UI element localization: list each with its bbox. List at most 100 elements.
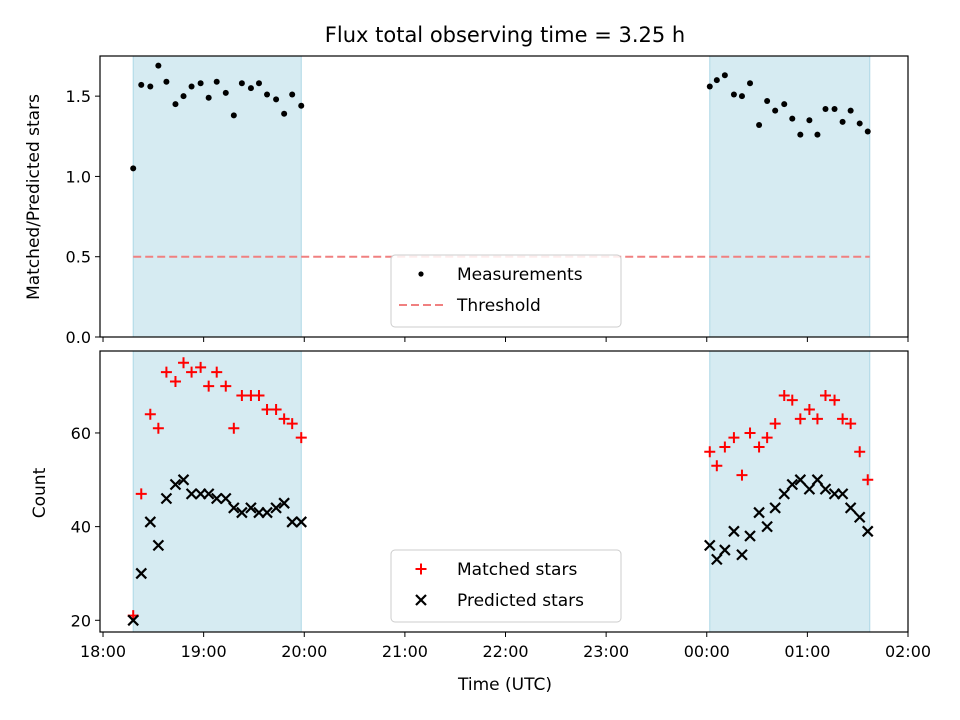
data-point (210, 492, 223, 505)
bottom-panel: 20 40 60 18:00 19:00 20:00 21:00 22:00 23:00 00:0… (71, 350, 931, 661)
data-point (836, 488, 849, 500)
data-point (829, 394, 841, 406)
x-tick-label: 18:00 (80, 642, 126, 661)
x-tick-label: 22:00 (482, 642, 528, 661)
data-point (222, 89, 229, 96)
top-panel: 0.0 0.5 1.0 1.5 Measurements Threshold (66, 55, 909, 347)
data-point (803, 404, 815, 416)
data-point (744, 427, 756, 439)
data-point (797, 131, 804, 138)
axes-frame (99, 350, 909, 633)
x-tick-label: 19:00 (181, 642, 227, 661)
data-point (711, 460, 723, 472)
data-point (853, 511, 866, 524)
data-point (286, 516, 298, 528)
data-point (736, 469, 748, 481)
data-point (744, 530, 756, 542)
data-point (711, 553, 723, 566)
x-tick-label: 00:00 (684, 642, 730, 661)
data-point (298, 102, 305, 109)
legend: Measurements Threshold (390, 254, 622, 328)
data-point (177, 474, 190, 486)
data-point (273, 96, 280, 103)
data-point (245, 502, 257, 514)
legend-marker (415, 594, 427, 606)
data-point (781, 101, 788, 108)
y-tick-label: 60 (71, 424, 91, 443)
data-point (295, 432, 307, 444)
legend-label: Threshold (456, 296, 541, 316)
data-point (160, 366, 172, 378)
data-point (811, 413, 823, 425)
chart-title: Flux total observing time = 3.25 h (325, 23, 685, 47)
data-point (861, 525, 874, 538)
data-point (236, 506, 248, 519)
data-point (147, 83, 154, 90)
data-point (178, 357, 190, 369)
data-point (721, 72, 728, 79)
xlabel: Time (UTC) (457, 675, 552, 695)
data-point (854, 446, 866, 458)
data-point (837, 413, 849, 425)
data-point (228, 422, 240, 434)
data-point (286, 418, 298, 430)
bottom-ylabel: Count (30, 467, 50, 518)
data-point (789, 115, 796, 122)
data-point (864, 128, 871, 135)
data-point (736, 548, 748, 561)
data-point (202, 488, 215, 500)
data-point (152, 539, 165, 552)
y-tick-label: 1.5 (66, 87, 91, 106)
data-point (814, 131, 821, 138)
y-tick-label: 20 (71, 611, 91, 630)
data-point (756, 122, 763, 129)
y-tick-label: 1.0 (66, 167, 91, 186)
data-point (186, 366, 198, 378)
legend-label: Matched stars (457, 560, 577, 580)
legend-marker (415, 563, 427, 575)
data-point (778, 389, 790, 401)
data-point (747, 80, 754, 87)
data-point (180, 93, 187, 100)
data-point (155, 62, 162, 69)
data-point (728, 432, 740, 444)
data-point (845, 418, 857, 430)
data-point (278, 413, 290, 425)
observing-window (132, 55, 302, 338)
data-point (195, 361, 207, 373)
x-tick-label: 20:00 (281, 642, 327, 661)
data-point (152, 422, 164, 434)
data-point (213, 78, 220, 85)
data-point (253, 389, 265, 401)
data-point (172, 101, 179, 108)
data-point (144, 516, 157, 528)
observing-window (709, 55, 871, 338)
legend-label: Measurements (457, 265, 583, 285)
data-point (703, 539, 716, 552)
data-point (753, 441, 765, 453)
x-tick-label: 23:00 (583, 642, 629, 661)
data-point (822, 105, 829, 112)
data-point (786, 478, 799, 491)
data-point (295, 516, 308, 528)
data-point (230, 112, 237, 119)
data-point (228, 502, 240, 514)
data-point (169, 375, 181, 387)
legend-box (390, 254, 622, 328)
data-point (289, 91, 296, 98)
data-point (130, 165, 137, 172)
data-point (220, 492, 232, 505)
data-point (706, 83, 713, 90)
data-point (264, 91, 271, 98)
data-point (160, 492, 173, 505)
data-point (769, 418, 781, 430)
y-tick-label: 0.0 (66, 328, 91, 347)
data-point (719, 544, 731, 556)
data-point (764, 97, 771, 104)
x-tick-label: 21:00 (382, 642, 428, 661)
data-point (769, 502, 781, 514)
data-point (278, 497, 290, 509)
data-point (144, 408, 156, 420)
data-point (163, 78, 170, 85)
data-point (281, 110, 288, 117)
